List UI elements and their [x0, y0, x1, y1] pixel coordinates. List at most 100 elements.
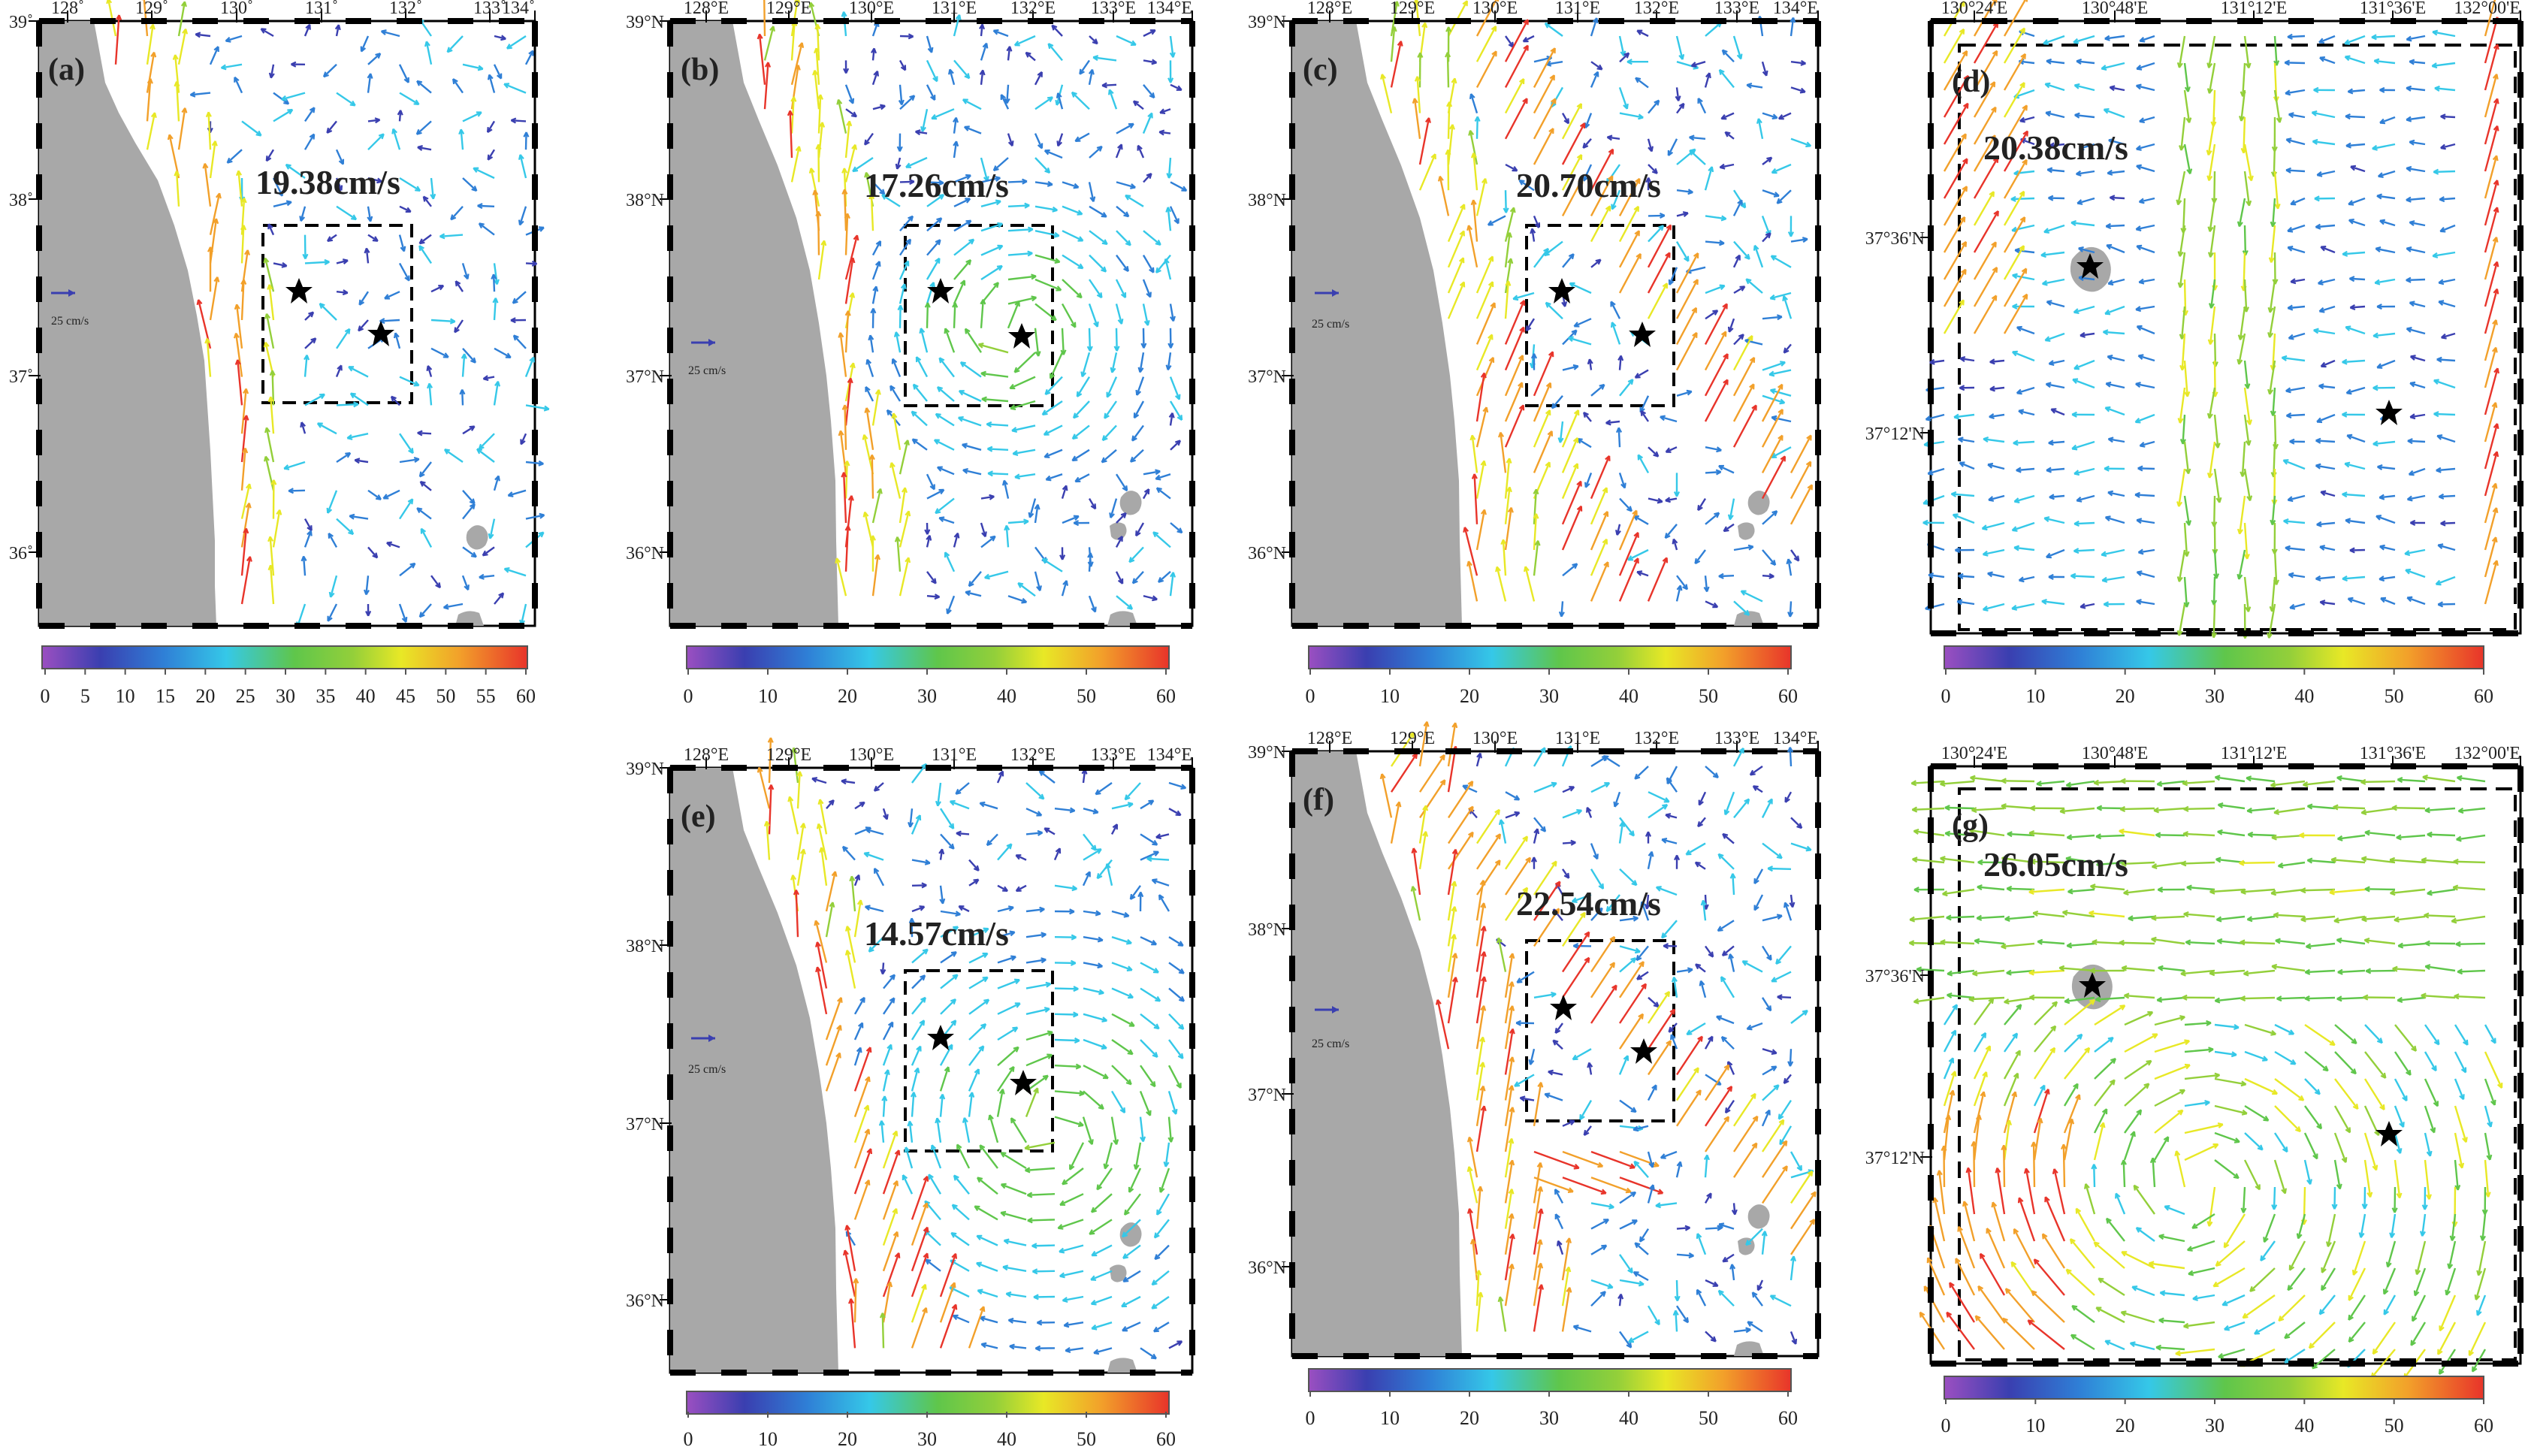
y-tick-label: 38°N	[626, 937, 664, 956]
colorbar-tick-label: 30	[1539, 1407, 1559, 1429]
axis-bar	[772, 765, 798, 771]
x-tick-label: 131°E	[1555, 729, 1600, 748]
axis-bar	[532, 276, 538, 302]
axis-bar	[1343, 18, 1369, 24]
axis-bar	[772, 1370, 798, 1376]
panel-label: (c)	[1303, 53, 1338, 87]
axis-bar	[1815, 1262, 1821, 1288]
axis-bar	[2442, 1361, 2467, 1367]
axis-bar	[2517, 1124, 2523, 1149]
colorbar-tick-label: 15	[156, 685, 175, 707]
colorbar-tick-label: 0	[1941, 1415, 1951, 1436]
axis-bar	[2237, 630, 2263, 636]
y-tick-label: 36°N	[626, 1291, 664, 1311]
axis-bar	[1028, 18, 1053, 24]
axis-bar	[1928, 481, 1934, 506]
axis-bar	[2339, 1361, 2365, 1367]
axis-bar	[667, 532, 673, 557]
axis-bar	[1189, 379, 1195, 404]
axis-bar	[2442, 630, 2467, 636]
axis-bar	[2517, 868, 2523, 894]
axis-bar	[532, 481, 538, 506]
y-tick-label: 37°36'N	[1865, 967, 1925, 986]
colorbar-tick-label: 60	[1778, 685, 1798, 707]
y-tick-label: 37°12'N	[1865, 1149, 1925, 1168]
colorbar	[687, 1391, 1169, 1414]
axis-bar	[1079, 18, 1104, 24]
axis-bar	[1189, 1177, 1195, 1202]
axis-bar	[670, 623, 696, 629]
svg-text:25 cm/s: 25 cm/s	[1312, 318, 1349, 331]
colorbar-tick-label: 5	[80, 685, 90, 707]
axis-bar	[667, 225, 673, 251]
axis-bar	[2084, 763, 2110, 769]
axis-bar	[1189, 123, 1195, 149]
colorbar-tick-label: 30	[917, 685, 937, 707]
speed-label: 17.26cm/s	[864, 166, 1009, 204]
axis-bar	[2442, 18, 2467, 24]
axis-bar	[1928, 174, 1934, 200]
speed-label: 22.54cm/s	[1516, 884, 1661, 923]
axis-bar	[2517, 123, 2523, 149]
x-tick-label: 131°36'E	[2360, 0, 2427, 18]
axis-bar	[2517, 1328, 2523, 1354]
axis-bar	[1928, 817, 1934, 843]
colorbar-tick-label: 40	[2294, 685, 2314, 707]
axis-bar	[1289, 123, 1295, 149]
axis-bar	[667, 21, 673, 47]
axis-bar	[670, 765, 696, 771]
x-tick-label: 129°E	[766, 745, 811, 765]
speed-label: 26.05cm/s	[1983, 845, 2128, 884]
axis-bar	[1445, 18, 1471, 24]
axis-bar	[667, 174, 673, 200]
axis-bar	[532, 583, 538, 609]
axis-bar	[36, 225, 42, 251]
axis-bar	[2442, 763, 2467, 769]
axis-bar	[1289, 328, 1295, 353]
axis-bar	[772, 623, 798, 629]
axis-bar	[532, 328, 538, 353]
axis-bar	[1928, 1277, 1934, 1303]
axis-bar	[90, 623, 116, 629]
axis-bar	[532, 123, 538, 149]
colorbar-tick-label: 0	[684, 1428, 693, 1450]
y-tick-label: 37°36'N	[1865, 229, 1925, 249]
axis-bar	[1928, 1073, 1934, 1098]
axis-bar	[192, 18, 218, 24]
axis-bar	[977, 765, 1002, 771]
axis-bar	[2517, 430, 2523, 455]
axis-bar	[1815, 481, 1821, 506]
svg-text:25 cm/s: 25 cm/s	[51, 315, 89, 328]
speed-label: 19.38cm/s	[255, 163, 400, 201]
axis-bar	[1189, 1330, 1195, 1355]
colorbar-tick-label: 0	[1306, 685, 1315, 707]
axis-bar	[36, 583, 42, 609]
axis-bar	[1289, 802, 1295, 828]
axis-bar	[2493, 18, 2518, 24]
axis-bar	[1189, 481, 1195, 506]
axis-bar	[2517, 1022, 2523, 1047]
axis-bar	[1189, 1279, 1195, 1304]
axis-bar	[1445, 623, 1471, 629]
axis-bar	[532, 225, 538, 251]
axis-bar	[2186, 18, 2212, 24]
axis-bar	[1928, 276, 1934, 302]
y-tick-label: 39˚	[9, 13, 33, 32]
axis-bar	[90, 18, 116, 24]
colorbar-tick-label: 50	[1077, 1428, 1096, 1450]
axis-bar	[667, 72, 673, 98]
axis-bar	[2288, 630, 2314, 636]
axis-bar	[2517, 1226, 2523, 1252]
axis-bar	[1130, 623, 1155, 629]
axis-bar	[2517, 817, 2523, 843]
axis-bar	[2186, 1361, 2212, 1367]
axis-bar	[667, 583, 673, 609]
axis-bar	[2391, 18, 2416, 24]
axis-bar	[1079, 623, 1104, 629]
axis-bar	[1289, 583, 1295, 609]
axis-bar	[823, 765, 849, 771]
axis-bar	[2288, 18, 2314, 24]
axis-bar	[2517, 225, 2523, 251]
axis-bar	[667, 870, 673, 896]
